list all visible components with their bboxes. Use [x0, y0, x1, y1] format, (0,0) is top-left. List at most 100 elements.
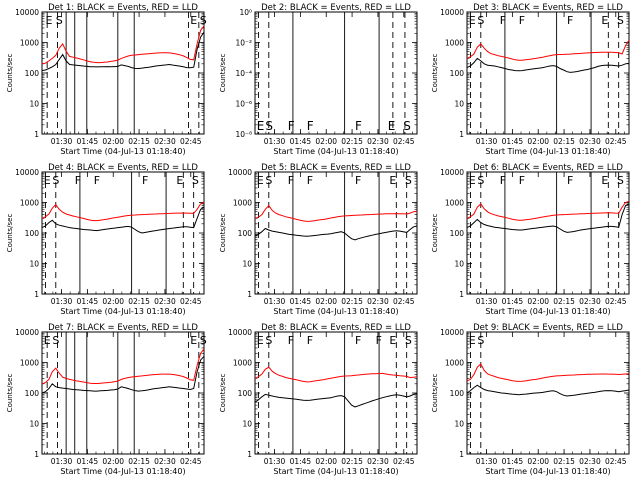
- marker-letter: E: [257, 334, 264, 347]
- x-tick-label: 02:00: [102, 457, 124, 466]
- x-tick-label: 01:30: [476, 297, 498, 306]
- x-tick-label: 02:45: [605, 457, 627, 466]
- y-axis-label: Counts/sec: [219, 54, 227, 93]
- y-tick-label: 1: [459, 290, 464, 299]
- plot-frame: [466, 171, 630, 295]
- events-series-line: [41, 355, 205, 394]
- x-tick-label: 01:30: [264, 457, 286, 466]
- marker-letter: S: [477, 334, 484, 347]
- panel-9: Det 9: BLACK = Events, RED = LLD 1 10 100 10…: [431, 323, 630, 476]
- marker-letter: F: [355, 334, 361, 347]
- marker-letter: S: [265, 334, 272, 347]
- y-tick-label: 10000: [440, 328, 464, 337]
- x-tick-label: 01:30: [264, 137, 286, 146]
- plot-frame: [466, 331, 630, 455]
- x-tick-label: 02:30: [579, 457, 601, 466]
- y-axis-label: Counts/sec: [6, 214, 14, 253]
- events-series-line: [466, 57, 630, 73]
- marker-letter: F: [500, 14, 506, 27]
- lld-series-line: [254, 366, 418, 383]
- marker-letter: F: [355, 119, 362, 133]
- y-tick-label: 1: [34, 290, 39, 299]
- marker-letter: F: [567, 14, 573, 27]
- y-tick-label: 100: [25, 69, 40, 78]
- marker-letter: E: [469, 334, 476, 347]
- marker-letter: E: [257, 174, 264, 187]
- x-tick-label: 02:30: [154, 457, 176, 466]
- x-tick-label: 02:30: [367, 457, 389, 466]
- panel-1: Det 1: BLACK = Events, RED = LLD 1 10 100 10…: [6, 3, 207, 156]
- panel-title: Det 2: BLACK = Events, RED = LLD: [261, 3, 411, 13]
- marker-letter: E: [601, 14, 608, 27]
- y-axis-label: Counts/sec: [219, 214, 227, 253]
- x-tick-label: 01:45: [502, 137, 524, 146]
- marker-letter: S: [200, 14, 207, 27]
- marker-letter: F: [94, 174, 100, 187]
- panel-title: Det 3: BLACK = Events, RED = LLD: [473, 3, 623, 13]
- marker-letter: E: [176, 174, 183, 187]
- x-tick-label: 02:30: [154, 297, 176, 306]
- y-tick-label: 10: [242, 260, 252, 269]
- x-tick-label: 02:30: [579, 297, 601, 306]
- marker-letter: S: [52, 174, 59, 187]
- marker-letter: F: [355, 174, 361, 187]
- y-tick-label: 10: [454, 100, 464, 109]
- events-series-line: [41, 206, 205, 234]
- x-tick-label: 02:00: [102, 137, 124, 146]
- y-tick-label: 1000: [20, 39, 39, 48]
- marker-letter: S: [477, 174, 484, 187]
- lld-series-line: [41, 25, 205, 65]
- y-axis-label: Counts/sec: [431, 54, 439, 93]
- marker-letter: S: [200, 334, 207, 347]
- y-axis-label: Counts/sec: [6, 54, 14, 93]
- marker-letter: S: [403, 119, 411, 133]
- x-axis-label: Start Time (04-Jul-13 01:18:40): [485, 307, 610, 316]
- y-tick-label: 1000: [445, 39, 464, 48]
- plot-frame: [41, 171, 205, 295]
- x-axis-label: Start Time (04-Jul-13 01:18:40): [273, 467, 398, 476]
- x-axis-label: Start Time (04-Jul-13 01:18:40): [273, 307, 398, 316]
- marker-letter: S: [405, 174, 412, 187]
- y-tick-label: 10⁻⁶: [235, 100, 252, 109]
- y-tick-label: 10: [29, 260, 39, 269]
- marker-letter: F: [500, 174, 506, 187]
- lld-series-line: [41, 348, 205, 385]
- marker-letter: S: [52, 334, 59, 347]
- y-tick-label: 1: [247, 290, 252, 299]
- x-tick-label: 02:15: [341, 137, 363, 146]
- x-tick-label: 02:30: [579, 137, 601, 146]
- marker-letter: S: [265, 119, 273, 133]
- panel-title: Det 1: BLACK = Events, RED = LLD: [48, 3, 198, 13]
- x-axis-label: Start Time (04-Jul-13 01:18:40): [60, 467, 185, 476]
- x-tick-label: 01:30: [51, 137, 73, 146]
- x-tick-label: 01:45: [502, 457, 524, 466]
- y-axis-label: Counts/sec: [431, 374, 439, 413]
- panel-5: Det 5: BLACK = Events, RED = LLD 1 10 100 10…: [219, 163, 418, 316]
- panel-2: Det 2: BLACK = Events, RED = LLD 10⁻⁸ 10⁻⁶…: [219, 3, 418, 156]
- lld-series-line: [466, 39, 630, 61]
- marker-letter: S: [56, 14, 63, 27]
- y-tick-label: 10000: [15, 168, 39, 177]
- marker-letter: E: [44, 334, 51, 347]
- x-tick-label: 01:30: [51, 297, 73, 306]
- y-tick-label: 1000: [20, 359, 39, 368]
- events-series-line: [41, 31, 205, 72]
- panel-7: Det 7: BLACK = Events, RED = LLD 1 10 100 10…: [6, 323, 207, 476]
- y-tick-label: 1: [459, 450, 464, 459]
- marker-letter: F: [519, 14, 525, 27]
- y-tick-label: 100: [450, 229, 465, 238]
- marker-letter: F: [519, 174, 525, 187]
- x-tick-label: 02:45: [393, 137, 415, 146]
- x-tick-label: 02:00: [315, 137, 337, 146]
- x-axis-label: Start Time (04-Jul-13 01:18:40): [485, 147, 610, 156]
- x-tick-label: 02:45: [180, 137, 202, 146]
- marker-letter: E: [388, 119, 396, 133]
- panel-3: Det 3: BLACK = Events, RED = LLD 1 10 100 10…: [431, 3, 630, 156]
- x-tick-label: 02:00: [315, 297, 337, 306]
- x-tick-label: 02:15: [128, 457, 150, 466]
- x-tick-label: 02:15: [128, 297, 150, 306]
- plot-frame: [254, 331, 418, 455]
- marker-letter: E: [257, 119, 265, 133]
- marker-letter: F: [307, 174, 313, 187]
- x-tick-label: 02:45: [180, 457, 202, 466]
